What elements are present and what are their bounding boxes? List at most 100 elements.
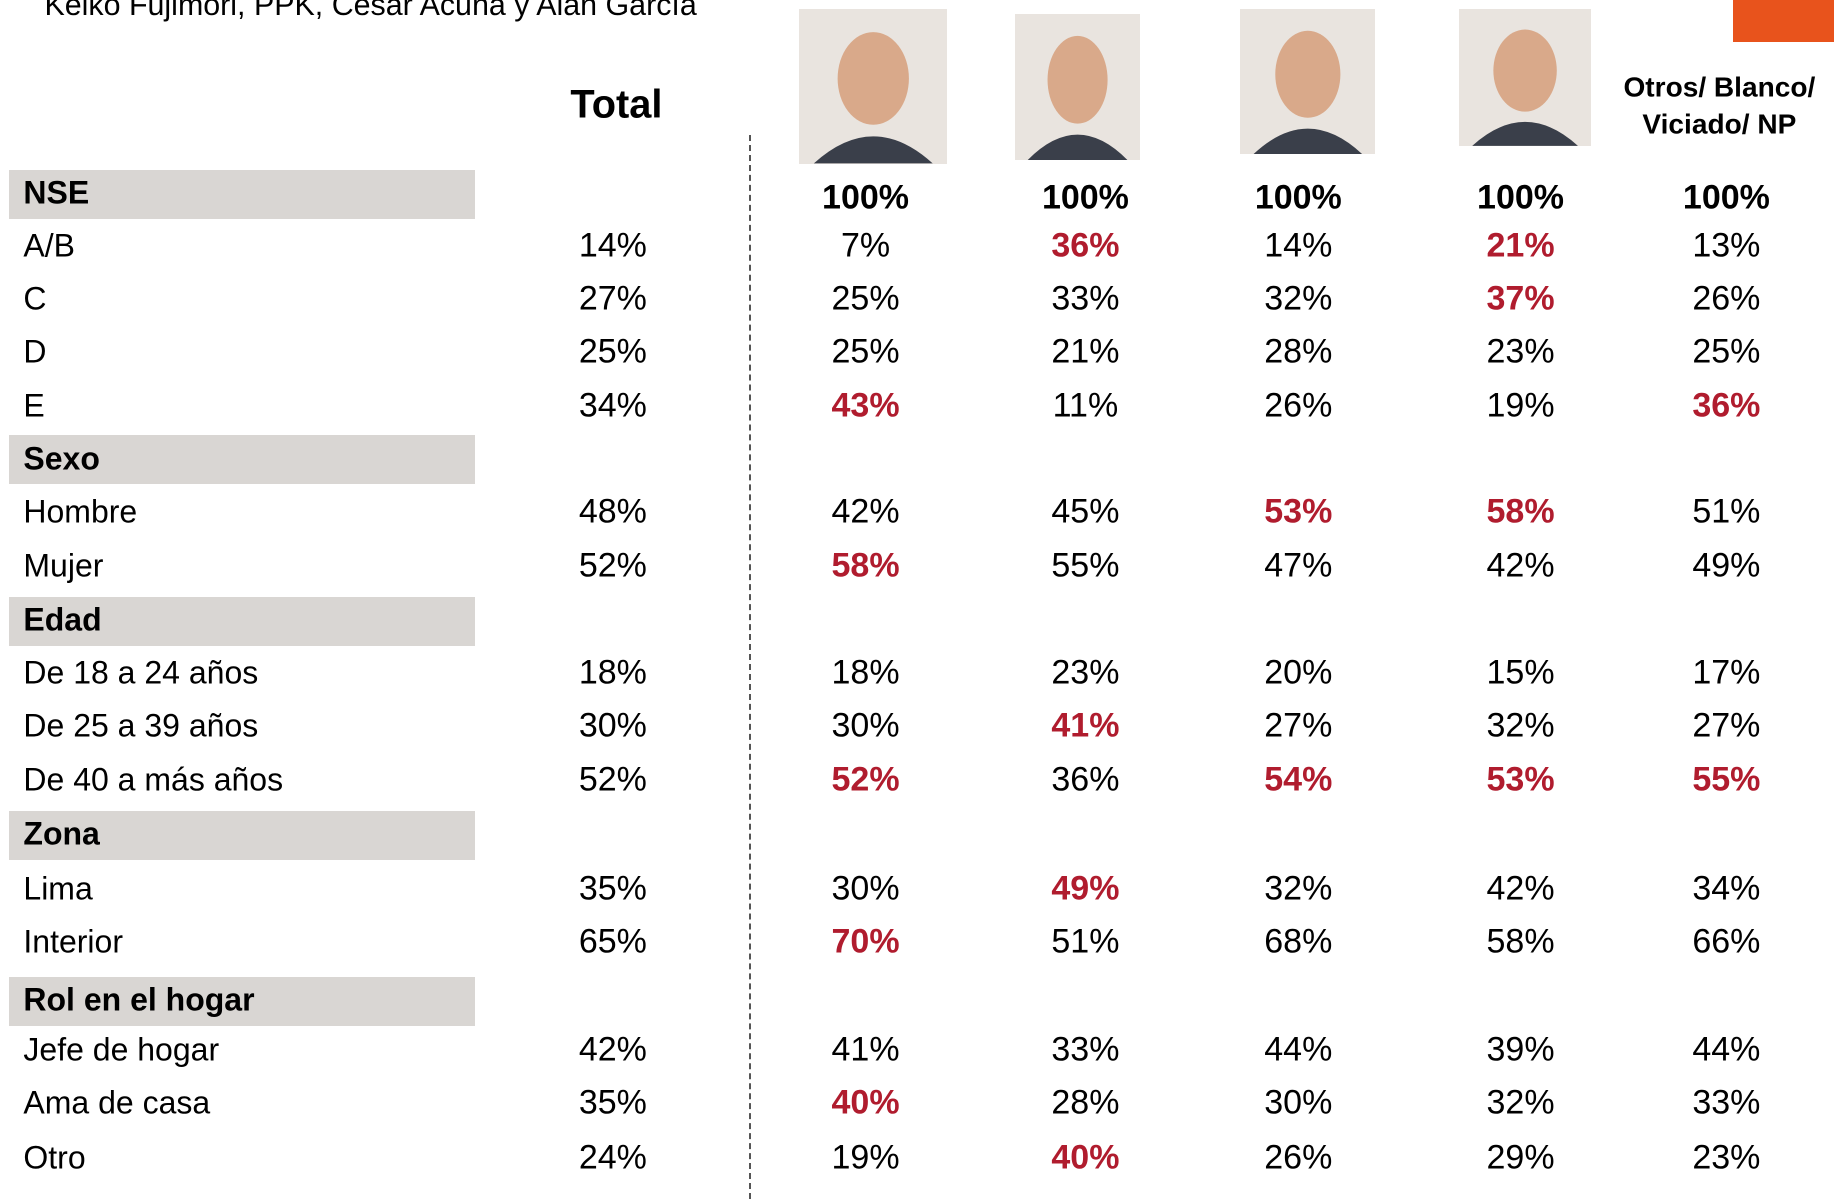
cell-value: 42% xyxy=(1486,869,1555,908)
cell-value: 37% xyxy=(1486,279,1555,318)
section-title: Sexo xyxy=(23,440,100,476)
row-label: D xyxy=(23,333,47,370)
cell-value: 42% xyxy=(578,1030,647,1069)
section-bar xyxy=(9,596,475,646)
cell-value: 28% xyxy=(1264,332,1333,371)
cell-value: 58% xyxy=(831,546,900,585)
cell-value: 28% xyxy=(1051,1083,1120,1122)
section-title: NSE xyxy=(23,174,90,211)
section-bar xyxy=(9,169,475,219)
base-value: 100% xyxy=(1041,178,1129,217)
logo xyxy=(1733,0,1834,43)
cell-value: 30% xyxy=(831,706,900,745)
row-label: E xyxy=(23,387,45,424)
cell-value: 33% xyxy=(1051,1030,1120,1069)
cell-value: 42% xyxy=(1486,546,1555,585)
cell-value: 41% xyxy=(831,1030,900,1069)
row-label: Interior xyxy=(23,923,123,960)
cell-value: 30% xyxy=(1264,1083,1333,1122)
cell-value: 15% xyxy=(1486,653,1555,692)
cell-value: 43% xyxy=(831,386,900,425)
cell-value: 36% xyxy=(1051,226,1120,265)
cell-value: 49% xyxy=(1692,546,1761,585)
row-label: Otro xyxy=(23,1139,86,1176)
cell-value: 44% xyxy=(1692,1030,1761,1069)
section-bar xyxy=(9,976,475,1026)
cell-value: 21% xyxy=(1486,226,1555,265)
cell-value: 40% xyxy=(1051,1138,1120,1177)
cell-value: 21% xyxy=(1051,332,1120,371)
section-bar xyxy=(9,810,475,860)
cell-value: 42% xyxy=(831,492,900,531)
cell-value: 23% xyxy=(1051,653,1120,692)
row-label: De 40 a más años xyxy=(23,761,284,798)
cell-value: 53% xyxy=(1264,492,1333,531)
cell-value: 35% xyxy=(578,869,647,908)
row-label: C xyxy=(23,280,47,317)
cell-value: 7% xyxy=(840,226,891,265)
portrait xyxy=(813,32,933,164)
base-value: 100% xyxy=(822,178,910,217)
row-label: Hombre xyxy=(23,493,138,530)
cell-value: 33% xyxy=(1051,279,1120,318)
cell-value: 14% xyxy=(578,226,647,265)
section-title: Edad xyxy=(23,601,102,638)
cell-value: 65% xyxy=(578,922,647,961)
row-label: Ama de casa xyxy=(23,1084,211,1121)
row-label: A/B xyxy=(23,227,75,264)
cell-value: 19% xyxy=(831,1138,900,1177)
cell-value: 32% xyxy=(1486,706,1555,745)
cell-value: 32% xyxy=(1264,869,1333,908)
row-label: De 25 a 39 años xyxy=(23,707,259,744)
portrait xyxy=(1471,29,1578,147)
cell-value: 26% xyxy=(1692,279,1761,318)
cell-value: 18% xyxy=(831,653,900,692)
cell-value: 51% xyxy=(1692,492,1761,531)
row-label: De 18 a 24 años xyxy=(23,654,259,691)
row-label: Mujer xyxy=(23,547,104,584)
cell-value: 52% xyxy=(831,760,900,799)
candidate-photo xyxy=(1015,14,1141,161)
cell-value: 30% xyxy=(831,869,900,908)
cell-value: 36% xyxy=(1692,386,1761,425)
cell-value: 33% xyxy=(1692,1083,1761,1122)
cell-value: 25% xyxy=(831,279,900,318)
cell-value: 20% xyxy=(1264,653,1333,692)
portrait xyxy=(1253,31,1362,155)
candidate-photo xyxy=(798,9,948,164)
cell-value: 23% xyxy=(1486,332,1555,371)
cell-value: 18% xyxy=(578,653,647,692)
cell-value: 24% xyxy=(578,1138,647,1177)
cell-value: 27% xyxy=(1264,706,1333,745)
cell-value: 34% xyxy=(578,386,647,425)
cell-value: 27% xyxy=(1692,706,1761,745)
section-bar xyxy=(9,435,475,485)
cell-value: 52% xyxy=(578,760,647,799)
base-value: 100% xyxy=(1477,178,1565,217)
cell-value: 23% xyxy=(1692,1138,1761,1177)
cell-value: 11% xyxy=(1052,386,1119,425)
section-title: Zona xyxy=(23,815,100,852)
candidate-photo xyxy=(1458,9,1591,147)
cell-value: 13% xyxy=(1692,226,1761,265)
cell-value: 58% xyxy=(1486,492,1555,531)
cell-value: 29% xyxy=(1486,1138,1555,1177)
cell-value: 41% xyxy=(1051,706,1120,745)
cell-value: 40% xyxy=(831,1083,900,1122)
cell-value: 45% xyxy=(1051,492,1120,531)
cell-value: 39% xyxy=(1486,1030,1555,1069)
cell-value: 68% xyxy=(1264,922,1333,961)
candidate-photo xyxy=(1239,9,1376,155)
cell-value: 19% xyxy=(1486,386,1555,425)
cell-value: 47% xyxy=(1264,546,1333,585)
cell-value: 26% xyxy=(1264,1138,1333,1177)
cell-value: 49% xyxy=(1051,869,1120,908)
other-header: Otros/ Blanco/ Viciado/ NP xyxy=(1623,71,1816,140)
portrait xyxy=(1027,35,1128,161)
cell-value: 52% xyxy=(578,546,647,585)
cell-value: 17% xyxy=(1692,653,1761,692)
cell-value: 25% xyxy=(1692,332,1761,371)
cell-value: 27% xyxy=(578,279,647,318)
cell-value: 25% xyxy=(578,332,647,371)
